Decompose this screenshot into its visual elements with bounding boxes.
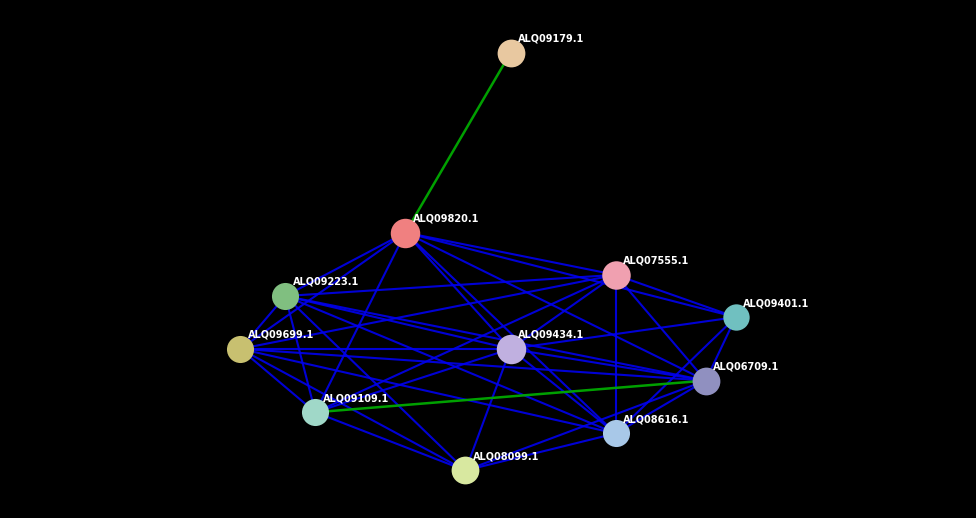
Text: ALQ09699.1: ALQ09699.1	[248, 330, 314, 340]
Point	[608, 271, 624, 279]
Text: ALQ07555.1: ALQ07555.1	[623, 256, 689, 266]
Text: ALQ09179.1: ALQ09179.1	[518, 34, 585, 44]
Text: ALQ09401.1: ALQ09401.1	[744, 298, 809, 308]
Text: ALQ09820.1: ALQ09820.1	[413, 213, 479, 224]
Text: ALQ08099.1: ALQ08099.1	[473, 451, 540, 462]
Text: ALQ09223.1: ALQ09223.1	[293, 277, 359, 287]
Point	[232, 344, 248, 353]
Point	[307, 408, 323, 416]
Point	[608, 429, 624, 438]
Point	[698, 377, 713, 385]
Point	[397, 228, 413, 237]
Point	[503, 49, 518, 57]
Text: ALQ06709.1: ALQ06709.1	[713, 362, 780, 371]
Point	[728, 313, 744, 321]
Point	[277, 292, 293, 300]
Point	[458, 466, 473, 474]
Point	[503, 344, 518, 353]
Text: ALQ09109.1: ALQ09109.1	[323, 393, 389, 403]
Text: ALQ09434.1: ALQ09434.1	[518, 330, 585, 340]
Text: ALQ08616.1: ALQ08616.1	[623, 414, 689, 424]
